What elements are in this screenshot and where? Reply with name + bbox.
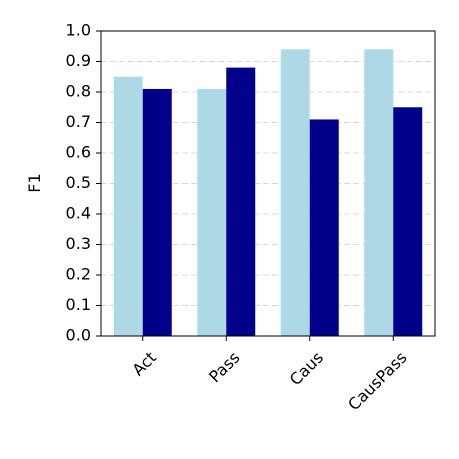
x-tick-label: Caus	[286, 348, 327, 389]
bar	[364, 49, 394, 337]
bar	[197, 88, 227, 336]
bar	[280, 49, 310, 337]
y-tick-label: 0.4	[66, 204, 91, 223]
y-axis-label: F1	[25, 173, 44, 192]
y-tick-label: 0.7	[66, 112, 91, 131]
plot-frame	[100, 30, 436, 337]
x-tick-label: Act	[128, 348, 160, 380]
y-tick-label: 0.0	[66, 326, 91, 345]
bar	[226, 67, 256, 336]
bar	[142, 88, 172, 336]
y-tick-label: 0.6	[66, 143, 91, 162]
bar	[309, 119, 339, 336]
bar	[113, 76, 143, 336]
y-tick-label: 0.9	[66, 51, 91, 70]
y-tick-label: 0.5	[66, 173, 91, 192]
bar	[393, 107, 423, 336]
x-tick-label: CausPass	[344, 348, 410, 414]
y-tick-label: 1.0	[66, 21, 91, 40]
y-tick-label: 0.8	[66, 82, 91, 101]
x-tick-label: Pass	[205, 348, 243, 386]
y-tick-label: 0.2	[66, 265, 91, 284]
y-tick-label: 0.3	[66, 234, 91, 253]
y-tick-label: 0.1	[66, 295, 91, 314]
